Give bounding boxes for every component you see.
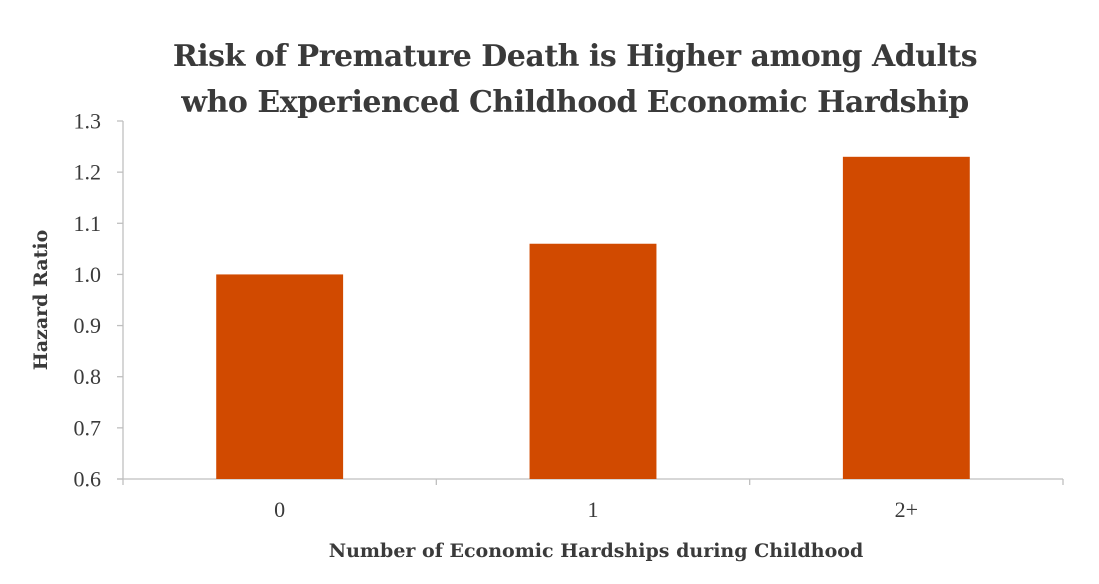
bar	[529, 243, 657, 479]
x-tick-label: 0	[274, 497, 285, 522]
x-tick-label: 1	[588, 497, 599, 522]
y-tick-label: 0.9	[74, 313, 102, 338]
y-axis: 0.6 0.7 0.8 0.9 1.0 1.1 1.2 1.3	[74, 109, 124, 492]
x-axis-title: Number of Economic Hardships during Chil…	[329, 540, 864, 562]
x-axis: 0 1 2+	[117, 478, 1064, 522]
y-tick-label: 1.3	[74, 109, 102, 134]
bars	[216, 156, 970, 480]
y-tick-label: 1.1	[74, 211, 102, 236]
y-tick-label: 0.6	[74, 467, 102, 492]
bar	[842, 156, 970, 480]
chart-title: Risk of Premature Death is Higher among …	[0, 34, 1099, 126]
chart-title-line-2: who Experienced Childhood Economic Hards…	[181, 85, 969, 120]
chart-title-line-1: Risk of Premature Death is Higher among …	[172, 39, 978, 74]
y-tick-label: 1.0	[74, 262, 102, 287]
y-tick-label: 0.7	[74, 415, 102, 440]
y-tick-label: 0.8	[74, 364, 102, 389]
bar	[216, 274, 344, 479]
y-axis-title: Hazard Ratio	[30, 230, 52, 370]
x-tick-label: 2+	[895, 497, 918, 522]
y-tick-label: 1.2	[74, 160, 102, 185]
